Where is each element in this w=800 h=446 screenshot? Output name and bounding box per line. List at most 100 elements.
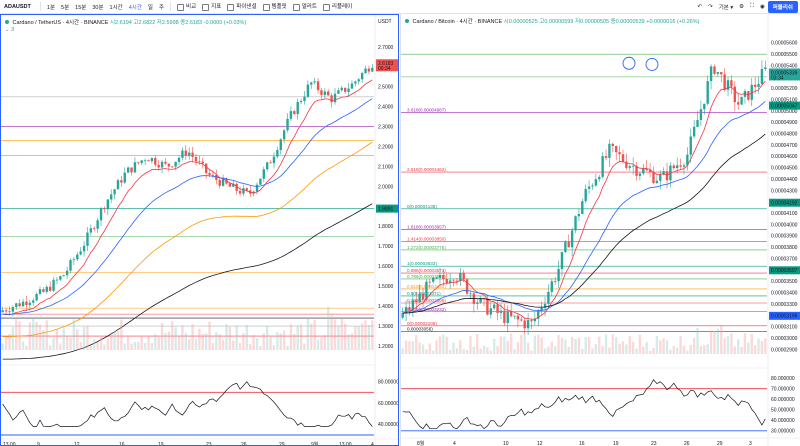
volume-bar xyxy=(411,341,415,354)
indicator-count: 3 xyxy=(11,27,15,33)
interval-15m[interactable]: 15분 xyxy=(75,4,87,11)
candle-body xyxy=(533,318,537,322)
interval-1m[interactable]: 1분 xyxy=(46,4,56,11)
candle-body xyxy=(757,83,760,87)
interval-1h[interactable]: 1시간 xyxy=(109,4,123,11)
volume-bar xyxy=(174,327,177,350)
volume-bar xyxy=(662,338,665,354)
volume-bar xyxy=(282,330,286,350)
volume-bar xyxy=(621,341,625,354)
volume-bar xyxy=(421,344,425,354)
price-tick-label: 0.00005000 xyxy=(771,109,798,115)
candle-body xyxy=(713,66,716,74)
left-chart-canvas[interactable]: USDT2.70002.60002.50002.40002.30002.2000… xyxy=(1,15,399,446)
last-price-badge: 2.6183 xyxy=(378,61,394,67)
volume-bar xyxy=(1,343,4,350)
candle-body xyxy=(265,162,269,170)
volume-bar xyxy=(364,320,367,350)
volume-bar xyxy=(462,349,465,354)
volume-bar xyxy=(469,336,472,354)
volume-bar xyxy=(608,347,611,354)
publish-button[interactable]: 퍼블리쉬 xyxy=(767,0,798,13)
compare-label: 비교 xyxy=(186,4,197,11)
candle-body xyxy=(615,146,618,153)
candle-body xyxy=(357,79,360,82)
compare-button[interactable]: 비교 xyxy=(174,2,199,11)
candle-body xyxy=(672,165,675,169)
candle-body xyxy=(716,72,720,74)
interval-1w[interactable]: 주 xyxy=(158,4,165,11)
candle-body xyxy=(560,252,564,270)
candle-body xyxy=(706,81,709,104)
volume-bar xyxy=(177,335,181,350)
candle-body xyxy=(557,269,560,282)
indicators-button[interactable]: 지표 xyxy=(199,2,224,11)
candle-body xyxy=(194,156,198,162)
layout-select[interactable]: 기본 ▾ xyxy=(718,4,734,11)
redo-icon[interactable]: ↷ xyxy=(708,3,713,10)
candle-body xyxy=(574,216,577,231)
fib-level-label: 0(0.00003108) xyxy=(407,321,437,326)
replay-button[interactable]: 리플레이 xyxy=(320,2,355,11)
interval-4h[interactable]: 4시간 xyxy=(128,4,142,11)
candle-body xyxy=(543,303,547,308)
candle-body xyxy=(428,281,431,283)
candle-body xyxy=(760,68,764,84)
volume-bar xyxy=(269,337,272,350)
settings-icon[interactable]: ⚙ xyxy=(739,3,745,10)
indicator-toggle[interactable]: ⌄ 3 xyxy=(5,27,14,33)
volume-bar xyxy=(459,340,462,354)
ema-line xyxy=(2,98,373,315)
right-chart-pane[interactable]: Cardano / Bitcoin · 4시간 · BINANCE 시0.000… xyxy=(400,14,800,446)
volume-bar xyxy=(540,337,543,354)
volume-bar xyxy=(347,334,350,350)
undo-icon[interactable]: ↶ xyxy=(697,3,703,10)
financials-button[interactable]: 파이낸셜 xyxy=(224,2,259,11)
price-tick-label: 0.00004400 xyxy=(771,177,798,183)
candle-body xyxy=(211,174,215,176)
price-tick-label: 0.00003900 xyxy=(771,234,798,240)
volume-bar xyxy=(604,334,608,354)
interval-30m[interactable]: 30분 xyxy=(92,4,104,11)
volume-bar xyxy=(689,344,692,354)
volume-bar xyxy=(516,342,520,354)
volume-bar xyxy=(581,349,584,354)
volume-bar xyxy=(42,330,45,350)
candle-body xyxy=(584,188,587,202)
candle-body xyxy=(404,307,408,314)
replay-label: 리플레이 xyxy=(331,4,353,11)
volume-bar xyxy=(255,338,259,350)
candle-body xyxy=(28,302,32,306)
volume-bar xyxy=(62,328,65,350)
candle-body xyxy=(679,165,682,167)
interval-1d[interactable]: 일 xyxy=(147,4,153,11)
volume-bar xyxy=(530,350,533,354)
price-tick-label: 0.00005600 xyxy=(771,41,798,47)
symbol-search[interactable]: ADAUSDT xyxy=(4,3,31,10)
volume-bar xyxy=(21,341,25,350)
alert-button[interactable]: 얼러트 xyxy=(290,2,320,11)
candle-body xyxy=(411,300,415,311)
volume-bar xyxy=(543,348,547,354)
rsi-tick-label: 30.000000 xyxy=(771,429,795,435)
time-tick-label: 19 xyxy=(158,442,164,446)
volume-bar xyxy=(337,325,340,350)
right-chart-canvas[interactable]: 0.000056000.000055000.000054000.00005300… xyxy=(401,14,800,446)
financials-icon xyxy=(227,3,235,11)
candle-body xyxy=(496,304,499,313)
candle-body xyxy=(126,167,130,173)
volume-bar xyxy=(181,325,184,350)
top-toolbar: ADAUSDT 1분 5분 15분 30분 1시간 4시간 일 주 비교 지표 … xyxy=(0,0,800,14)
templates-button[interactable]: 템플릿 xyxy=(260,2,290,11)
price-tick-label: 2.2000 xyxy=(378,144,394,150)
snapshot-icon[interactable]: ◉ xyxy=(759,3,765,10)
fullscreen-icon[interactable]: ⛶ xyxy=(750,3,754,9)
interval-5m[interactable]: 5분 xyxy=(61,4,70,11)
left-chart-pane[interactable]: Cardano / TetherUS · 4시간 · BINANCE 시2.61… xyxy=(0,14,399,446)
volume-bar xyxy=(225,324,228,350)
candle-body xyxy=(208,172,211,175)
volume-bar xyxy=(147,336,150,350)
time-tick-label: 26 xyxy=(684,441,690,446)
candle-body xyxy=(625,161,628,168)
candle-body xyxy=(116,180,120,190)
